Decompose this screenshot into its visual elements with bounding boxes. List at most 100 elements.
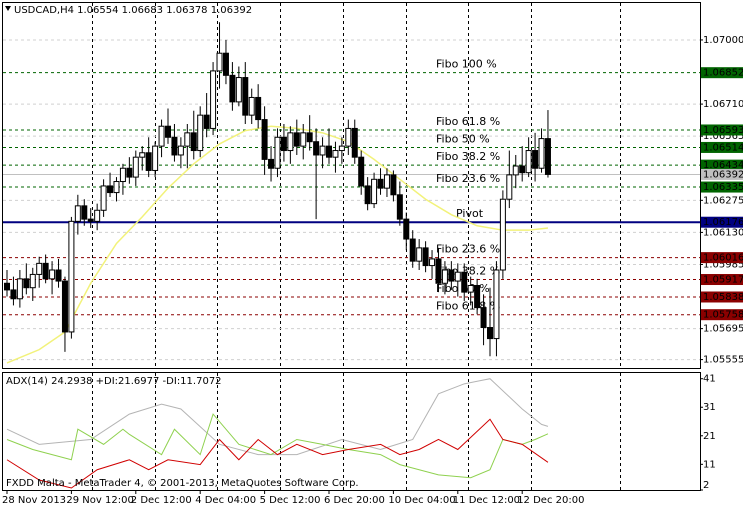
candle-body bbox=[351, 127, 358, 158]
candle-body bbox=[429, 258, 436, 267]
candle-body bbox=[190, 132, 197, 152]
candle-body bbox=[49, 269, 56, 280]
candle-body bbox=[512, 165, 519, 176]
candle-body bbox=[287, 132, 294, 152]
y-tick-label: 21 bbox=[703, 431, 716, 442]
level-price-box bbox=[701, 67, 743, 79]
candle-body bbox=[242, 77, 249, 116]
candle-body bbox=[274, 136, 281, 169]
y-tick-label: 1.07000 bbox=[703, 35, 743, 46]
candle-body bbox=[383, 174, 390, 189]
candle-body bbox=[493, 269, 500, 340]
candle-body bbox=[197, 114, 204, 152]
level-price: 1.06514 bbox=[703, 142, 743, 153]
candle-body bbox=[100, 185, 107, 211]
level-price-box bbox=[701, 159, 743, 171]
candle-body bbox=[158, 125, 165, 147]
candle-body bbox=[119, 167, 126, 183]
candle-body bbox=[345, 127, 352, 147]
level-price: 1.05917 bbox=[703, 275, 743, 286]
candle-body bbox=[81, 205, 88, 220]
level-label: Fibo 23.6 % bbox=[436, 243, 500, 256]
x-tick-label: 6 Dec 20:00 bbox=[324, 495, 385, 506]
candle-body bbox=[152, 145, 159, 171]
candle-body bbox=[306, 132, 313, 143]
symbol-icon bbox=[5, 6, 11, 11]
level-price-box bbox=[701, 291, 743, 303]
candle-body bbox=[293, 132, 300, 147]
candle-body bbox=[126, 167, 133, 178]
candle-body bbox=[326, 145, 332, 158]
candle-body bbox=[248, 96, 255, 116]
indicator-line bbox=[6, 413, 549, 479]
candle-body bbox=[145, 152, 152, 171]
candle-body bbox=[487, 327, 493, 340]
x-tick-label: 29 Nov 12:00 bbox=[66, 495, 133, 506]
level-price-box bbox=[701, 124, 743, 136]
level-price: 1.06335 bbox=[703, 182, 743, 193]
level-price-box bbox=[701, 216, 743, 228]
candle-body bbox=[280, 136, 287, 152]
candle-body bbox=[36, 262, 43, 275]
level-price: 1.06593 bbox=[703, 125, 743, 136]
candle-body bbox=[16, 278, 23, 300]
candle-body bbox=[371, 178, 378, 205]
y-tick-label: 1.06130 bbox=[703, 227, 743, 238]
candle-body bbox=[441, 269, 448, 284]
candle-body bbox=[474, 284, 481, 309]
x-tick-label: 11 Dec 12:00 bbox=[453, 495, 520, 506]
candle-body bbox=[364, 185, 371, 205]
price-box bbox=[701, 168, 743, 180]
candle-body bbox=[499, 198, 506, 271]
candle-body bbox=[448, 269, 455, 282]
candle-body bbox=[113, 181, 120, 194]
candle-body bbox=[235, 77, 242, 103]
candle-body bbox=[261, 119, 268, 160]
candle-body bbox=[461, 271, 468, 293]
level-label: Fibo 100 % bbox=[436, 58, 497, 71]
x-tick-label: 4 Dec 04:00 bbox=[195, 495, 256, 506]
candle-body bbox=[454, 271, 461, 282]
candle-body bbox=[403, 218, 410, 240]
candle-body bbox=[139, 152, 146, 158]
level-price: 1.05838 bbox=[703, 292, 743, 303]
level-price: 1.06176 bbox=[703, 217, 743, 228]
candle-body bbox=[416, 247, 423, 262]
level-price-box bbox=[701, 252, 743, 264]
y-tick-label: 41 bbox=[703, 374, 716, 385]
candle-body bbox=[422, 247, 429, 267]
indicator-title: ADX(14) 24.2938 +DI:21.6977 -DI:11.7072 bbox=[6, 376, 222, 387]
indicator-line bbox=[6, 378, 549, 456]
y-tick-label: 1.05555 bbox=[703, 355, 743, 366]
level-price-box bbox=[701, 141, 743, 153]
candle-body bbox=[255, 96, 262, 121]
x-tick-label: 5 Dec 12:00 bbox=[260, 495, 321, 506]
y-tick-label: 1.05695 bbox=[703, 324, 743, 335]
level-price: 1.06852 bbox=[703, 68, 743, 79]
candle-body bbox=[222, 52, 229, 76]
candle-body bbox=[525, 150, 532, 174]
level-price: 1.06016 bbox=[703, 253, 743, 264]
chart-title: USDCAD,H4 1.06554 1.06683 1.06378 1.0639… bbox=[14, 5, 252, 16]
candle-body bbox=[435, 258, 442, 284]
y-tick-label: 1.06275 bbox=[703, 195, 743, 206]
candle-body bbox=[87, 218, 94, 222]
candle-body bbox=[107, 185, 114, 194]
candle-body bbox=[338, 145, 345, 152]
candle-body bbox=[377, 178, 384, 189]
candle-body bbox=[467, 284, 474, 293]
y-tick-label: 31 bbox=[703, 402, 716, 413]
y-tick-label: 11 bbox=[703, 459, 716, 470]
level-price-box bbox=[701, 181, 743, 193]
level-price-box bbox=[701, 274, 743, 286]
candle-body bbox=[132, 156, 139, 178]
level-label: Fibo 38.2 % bbox=[436, 150, 500, 163]
candle-body bbox=[519, 165, 526, 174]
candle-body bbox=[216, 52, 223, 72]
candle-body bbox=[480, 307, 487, 329]
y-tick-label: 2 bbox=[703, 480, 709, 491]
y-tick-label: 1.05985 bbox=[703, 259, 743, 270]
indicator-frame bbox=[2, 372, 701, 491]
